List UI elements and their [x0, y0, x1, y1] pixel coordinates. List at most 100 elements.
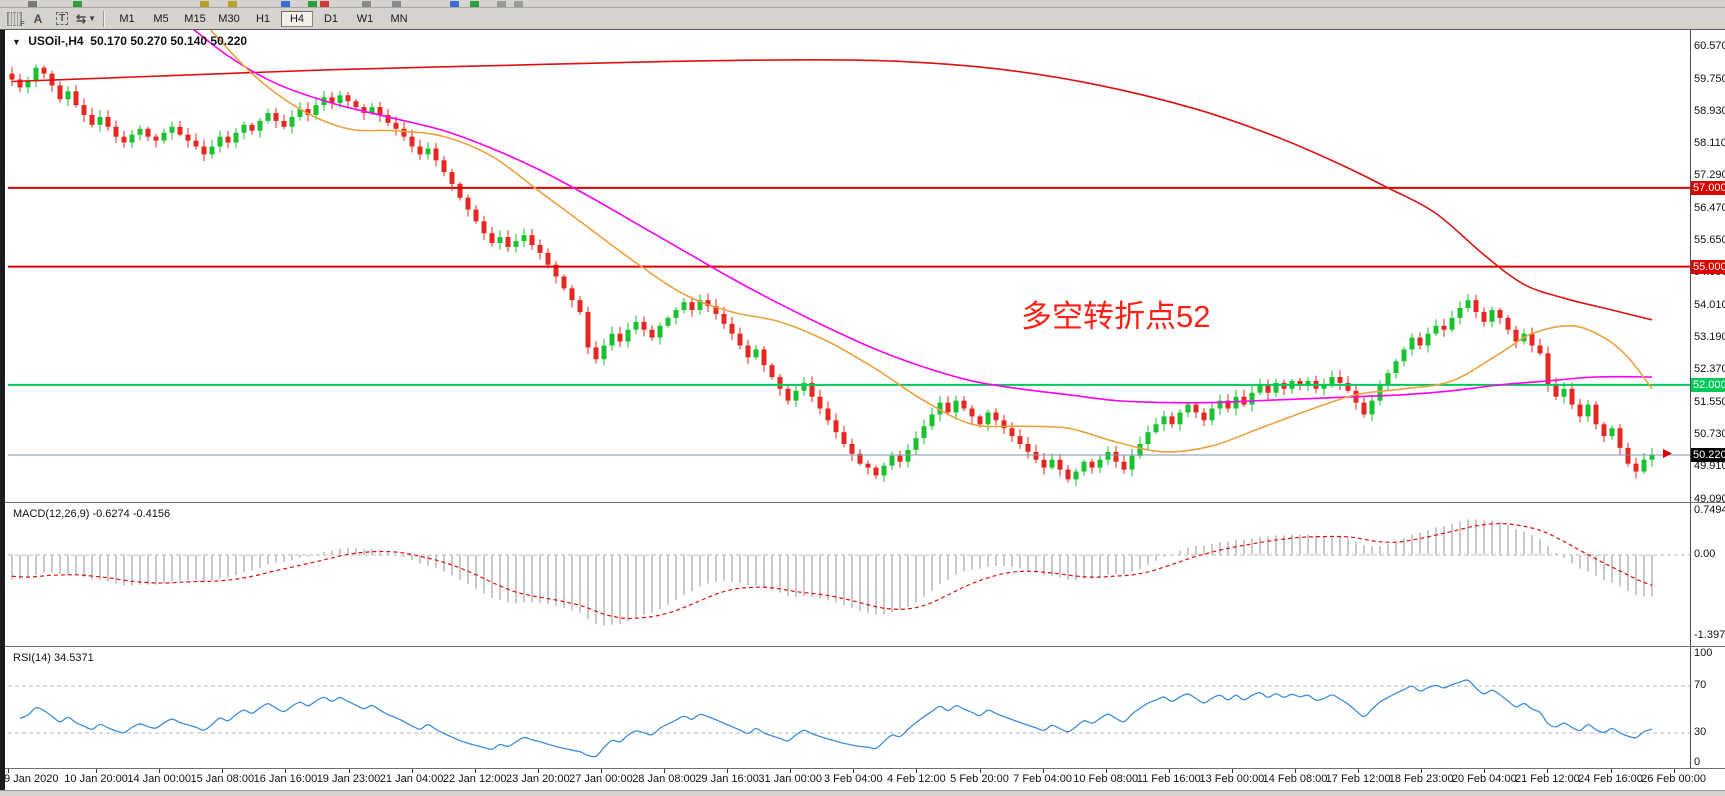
- time-axis-tick: [8, 769, 9, 773]
- time-axis-label: 3 Feb 04:00: [823, 773, 883, 785]
- chevron-down-icon: ▼: [88, 14, 96, 23]
- time-axis-border: [5, 768, 1725, 769]
- hlines-layer: [8, 186, 1690, 456]
- time-axis-tick: [285, 769, 287, 773]
- macd-tick-label: 0.00: [1694, 548, 1716, 560]
- time-axis-label: 20 Feb 04:00: [1451, 773, 1517, 785]
- arrow-objects-icon[interactable]: ⇆ ▼: [76, 11, 96, 26]
- timeframe-button-D1[interactable]: D1: [323, 12, 339, 25]
- time-axis-tick: [222, 769, 224, 773]
- time-axis-label: 22 Jan 12:00: [442, 773, 507, 785]
- price-tick-label: 50.730: [1694, 427, 1725, 440]
- price-tick-label: 49.090: [1694, 492, 1725, 505]
- time-axis-label: 11 Feb 16:00: [1136, 773, 1201, 785]
- text-label-icon[interactable]: A: [33, 11, 43, 26]
- time-axis-tick: [96, 769, 98, 773]
- rsi-tick-label: 100: [1694, 647, 1713, 659]
- rsi-tick-label: 0: [1694, 756, 1701, 768]
- price-badge-52.000: 52.000: [1691, 377, 1725, 392]
- time-axis-label: 7 Feb 04:00: [1013, 773, 1072, 785]
- rsi-layer: [8, 679, 1690, 758]
- price-tick-label: 59.750: [1694, 72, 1725, 85]
- timeframe-group: M1 M5 M15 M30 H1 H4 D1 W1 MN: [110, 10, 416, 27]
- rsi-panel-separator[interactable]: [5, 646, 1725, 647]
- time-axis-label: 23 Jan 20:00: [505, 773, 570, 785]
- time-axis-tick: [916, 769, 918, 773]
- symbol-name: USOil-,H4: [28, 34, 84, 48]
- price-tick-label: 52.370: [1694, 363, 1725, 376]
- price-arrow-icon: [1663, 449, 1672, 458]
- time-axis-tick: [1358, 769, 1360, 773]
- price-tick-label: 60.570: [1694, 40, 1725, 53]
- window-left-frame: [0, 29, 5, 790]
- time-axis-tick: [1231, 769, 1233, 773]
- time-axis-tick: [1295, 769, 1296, 773]
- time-axis-label: 17 Feb 12:00: [1325, 773, 1391, 785]
- timeframe-button-H4[interactable]: H4: [281, 10, 313, 27]
- timeframe-button-M1[interactable]: M1: [119, 12, 135, 25]
- rsi-tick-label: 70: [1694, 679, 1707, 691]
- time-axis-tick: [600, 769, 602, 773]
- time-axis-tick: [1421, 769, 1423, 773]
- time-axis-label: 26 Feb 00:00: [1641, 773, 1707, 785]
- rsi-label: RSI(14) 34.5371: [13, 652, 94, 664]
- time-axis-label: 15 Jan 08:00: [190, 773, 255, 785]
- time-axis-label: 10 Jan 20:00: [64, 773, 128, 785]
- timeframe-button-M5[interactable]: M5: [153, 12, 169, 25]
- time-axis-label: 29 Jan 16:00: [695, 773, 759, 785]
- time-axis-tick: [1105, 769, 1107, 773]
- collapse-triangle-icon[interactable]: ▼: [12, 37, 21, 47]
- time-axis-label: 14 Jan 00:00: [127, 773, 191, 785]
- time-axis-tick: [979, 769, 981, 773]
- time-axis-label: 13 Feb 00:00: [1199, 773, 1265, 785]
- time-axis-label: 10 Feb 08:00: [1073, 773, 1139, 785]
- time-axis-label: 31 Jan 00:00: [758, 773, 822, 785]
- time-axis-label: 24 Feb 16:00: [1578, 773, 1643, 785]
- price-tick-label: 54.010: [1694, 298, 1725, 311]
- price-tick-label: 49.910: [1694, 460, 1725, 473]
- text-box-icon[interactable]: T: [52, 10, 72, 27]
- timeframe-button-M30[interactable]: M30: [218, 12, 240, 25]
- price-tick-label: 55.650: [1694, 234, 1725, 247]
- time-axis-label: 21 Jan 04:00: [379, 773, 444, 785]
- time-axis-label: 9 Jan 2020: [4, 773, 59, 785]
- price-tick-label: 57.290: [1694, 169, 1725, 182]
- moving-averages-layer: [11, 30, 1653, 453]
- time-axis-label: 18 Feb 23:00: [1388, 773, 1454, 785]
- time-axis-label: 5 Feb 20:00: [950, 773, 1009, 785]
- time-axis-label: 21 Feb 12:00: [1514, 773, 1580, 785]
- time-axis-label: 16 Jan 16:00: [253, 773, 318, 785]
- timeframe-button-W1[interactable]: W1: [356, 12, 374, 25]
- timeframe-button-H1[interactable]: H1: [255, 12, 271, 25]
- price-badge-50.220: 50.220: [1691, 448, 1725, 462]
- time-axis-tick: [474, 769, 476, 773]
- time-axis-label: 27 Jan 00:00: [569, 773, 633, 785]
- time-axis-label: 19 Jan 23:00: [316, 773, 381, 785]
- time-axis-tick: [1547, 769, 1549, 773]
- window-bottom-edge: [0, 790, 1725, 796]
- window-top-border: [0, 29, 1725, 30]
- clipped-icon-row: [0, 0, 1725, 8]
- time-axis-tick: [853, 769, 855, 773]
- macd-panel-separator[interactable]: [5, 502, 1725, 503]
- time-axis-label: 28 Jan 08:00: [632, 773, 696, 785]
- time-axis-tick: [727, 769, 729, 773]
- time-axis-tick: [1484, 769, 1486, 773]
- price-tick-label: 56.470: [1694, 201, 1725, 214]
- time-axis-tick: [1610, 769, 1612, 773]
- price-tick-label: 58.930: [1694, 104, 1725, 117]
- macd-tick-label: -1.3973: [1694, 629, 1725, 642]
- time-axis-tick: [411, 769, 413, 773]
- symbol-title: ▼ USOil-,H4 50.170 50.270 50.140 50.220: [12, 34, 247, 48]
- time-axis-tick: [1673, 769, 1675, 773]
- snap-grid-icon[interactable]: F: [4, 10, 25, 28]
- macd-tick-label: 0.7494: [1694, 504, 1725, 517]
- timeframe-button-MN[interactable]: MN: [390, 12, 408, 25]
- chart-annotation-text: 多空转折点52: [1021, 299, 1211, 334]
- timeframe-button-M15[interactable]: M15: [184, 12, 206, 25]
- time-axis-tick: [1042, 769, 1044, 773]
- macd-label: MACD(12,26,9) -0.6274 -0.4156: [13, 508, 171, 520]
- time-axis-tick: [790, 769, 792, 773]
